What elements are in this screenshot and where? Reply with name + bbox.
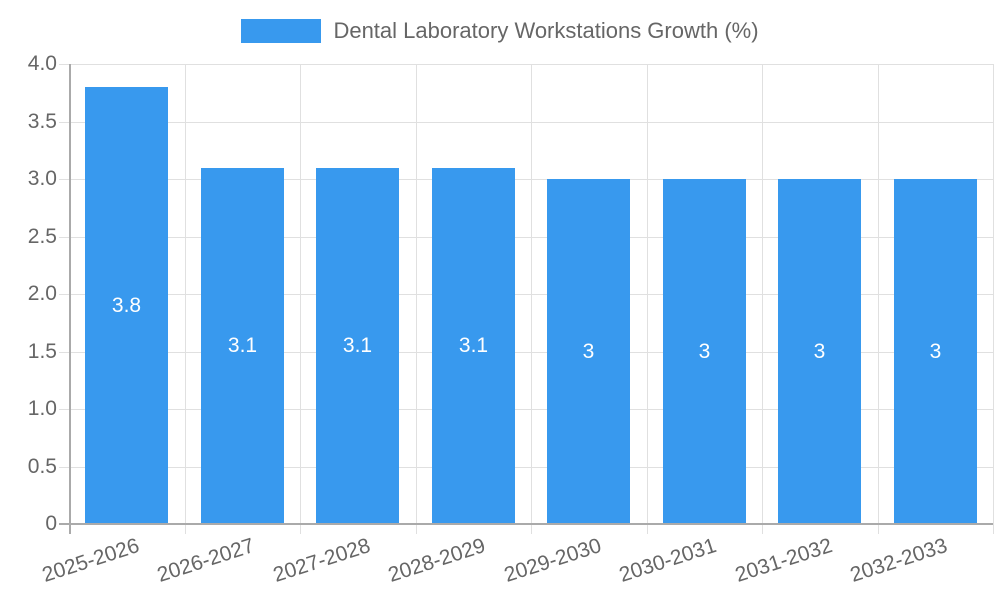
gridline-horizontal: [59, 294, 993, 295]
x-axis-tick-label: 2031-2032: [732, 534, 836, 587]
bar[interactable]: 3: [894, 179, 977, 524]
legend-swatch: [241, 19, 322, 43]
y-axis-line: [69, 64, 71, 534]
gridline-horizontal: [59, 64, 993, 65]
y-axis-tick-label: 3.0: [27, 167, 57, 190]
bar-value-label: 3: [698, 340, 711, 363]
gridline-horizontal: [59, 352, 993, 353]
y-axis-tick-label: 4.0: [27, 52, 57, 75]
legend-label: Dental Laboratory Workstations Growth (%…: [333, 18, 759, 43]
x-axis-tick-label: 2032-2033: [847, 534, 951, 587]
gridline-horizontal: [59, 409, 993, 410]
gridline-vertical: [300, 64, 301, 534]
bar[interactable]: 3.8: [85, 87, 168, 524]
bar-value-label: 3: [582, 340, 595, 363]
bar-value-label: 3: [813, 340, 826, 363]
x-axis-tick-label: 2028-2029: [385, 534, 489, 587]
y-axis-tick-label: 2.5: [27, 225, 57, 248]
x-axis-tick-label: 2030-2031: [616, 534, 720, 587]
x-axis-tick-label: 2029-2030: [501, 534, 605, 587]
bar[interactable]: 3.1: [201, 168, 284, 525]
y-axis-tick-label: 3.5: [27, 110, 57, 133]
gridline-vertical: [531, 64, 532, 534]
bar-value-label: 3.8: [111, 294, 142, 317]
bar-value-label: 3: [929, 340, 942, 363]
bar-value-label: 3.1: [342, 334, 373, 357]
y-axis-tick-label: 0: [45, 512, 57, 535]
y-axis-tick-label: 1.0: [27, 397, 57, 420]
x-axis-tick-label: 2026-2027: [154, 534, 258, 587]
x-axis-tick-label: 2027-2028: [270, 534, 374, 587]
bar[interactable]: 3.1: [432, 168, 515, 525]
bar-value-label: 3.1: [458, 334, 489, 357]
gridline-horizontal: [59, 467, 993, 468]
gridline-vertical: [647, 64, 648, 534]
gridline-horizontal: [59, 179, 993, 180]
plot-area: 4.0 3.5 3.0 2.5 2.0 1.5 1.0 0.5 0 3.8 2025-2026 3.1…: [28, 53, 994, 587]
bar[interactable]: 3.1: [316, 168, 399, 525]
gridline-vertical: [416, 64, 417, 534]
gridline-horizontal: [59, 122, 993, 123]
chart-legend[interactable]: Dental Laboratory Workstations Growth (%…: [0, 18, 1000, 44]
gridline-vertical: [185, 64, 186, 534]
gridline-horizontal: [59, 237, 993, 238]
bar[interactable]: 3: [663, 179, 746, 524]
bar-value-label: 3.1: [227, 334, 258, 357]
y-axis-tick-label: 1.5: [27, 340, 57, 363]
gridline-vertical: [762, 64, 763, 534]
x-axis-tick-label: 2025-2026: [39, 534, 143, 587]
y-axis-tick-label: 2.0: [27, 282, 57, 305]
bar[interactable]: 3: [547, 179, 630, 524]
y-axis-tick-label: 0.5: [27, 455, 57, 478]
gridline-vertical: [878, 64, 879, 534]
gridline-vertical: [993, 64, 994, 534]
x-axis-line: [59, 523, 993, 525]
bar[interactable]: 3: [778, 179, 861, 524]
